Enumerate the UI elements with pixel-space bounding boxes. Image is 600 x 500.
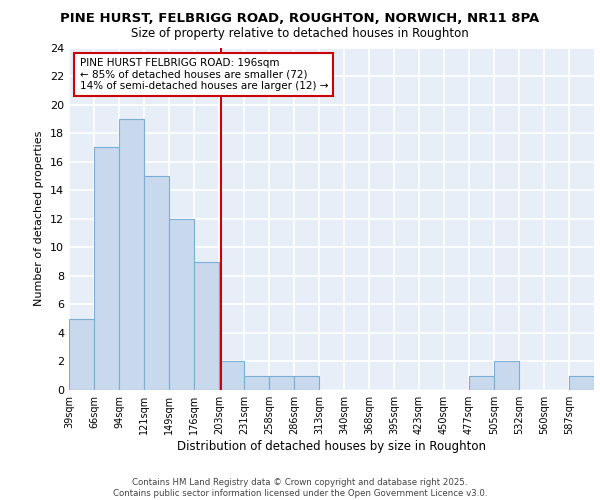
X-axis label: Distribution of detached houses by size in Roughton: Distribution of detached houses by size … xyxy=(177,440,486,453)
Text: Contains HM Land Registry data © Crown copyright and database right 2025.
Contai: Contains HM Land Registry data © Crown c… xyxy=(113,478,487,498)
Bar xyxy=(269,376,294,390)
Y-axis label: Number of detached properties: Number of detached properties xyxy=(34,131,44,306)
Bar xyxy=(219,362,244,390)
Text: PINE HURST FELBRIGG ROAD: 196sqm
← 85% of detached houses are smaller (72)
14% o: PINE HURST FELBRIGG ROAD: 196sqm ← 85% o… xyxy=(79,58,328,91)
Text: PINE HURST, FELBRIGG ROAD, ROUGHTON, NORWICH, NR11 8PA: PINE HURST, FELBRIGG ROAD, ROUGHTON, NOR… xyxy=(61,12,539,26)
Bar xyxy=(94,148,119,390)
Bar xyxy=(569,376,594,390)
Bar xyxy=(494,362,519,390)
Bar xyxy=(244,376,269,390)
Text: Size of property relative to detached houses in Roughton: Size of property relative to detached ho… xyxy=(131,28,469,40)
Bar xyxy=(294,376,319,390)
Bar xyxy=(69,318,94,390)
Bar xyxy=(144,176,169,390)
Bar xyxy=(194,262,219,390)
Bar xyxy=(119,119,144,390)
Bar xyxy=(469,376,494,390)
Bar xyxy=(169,219,194,390)
